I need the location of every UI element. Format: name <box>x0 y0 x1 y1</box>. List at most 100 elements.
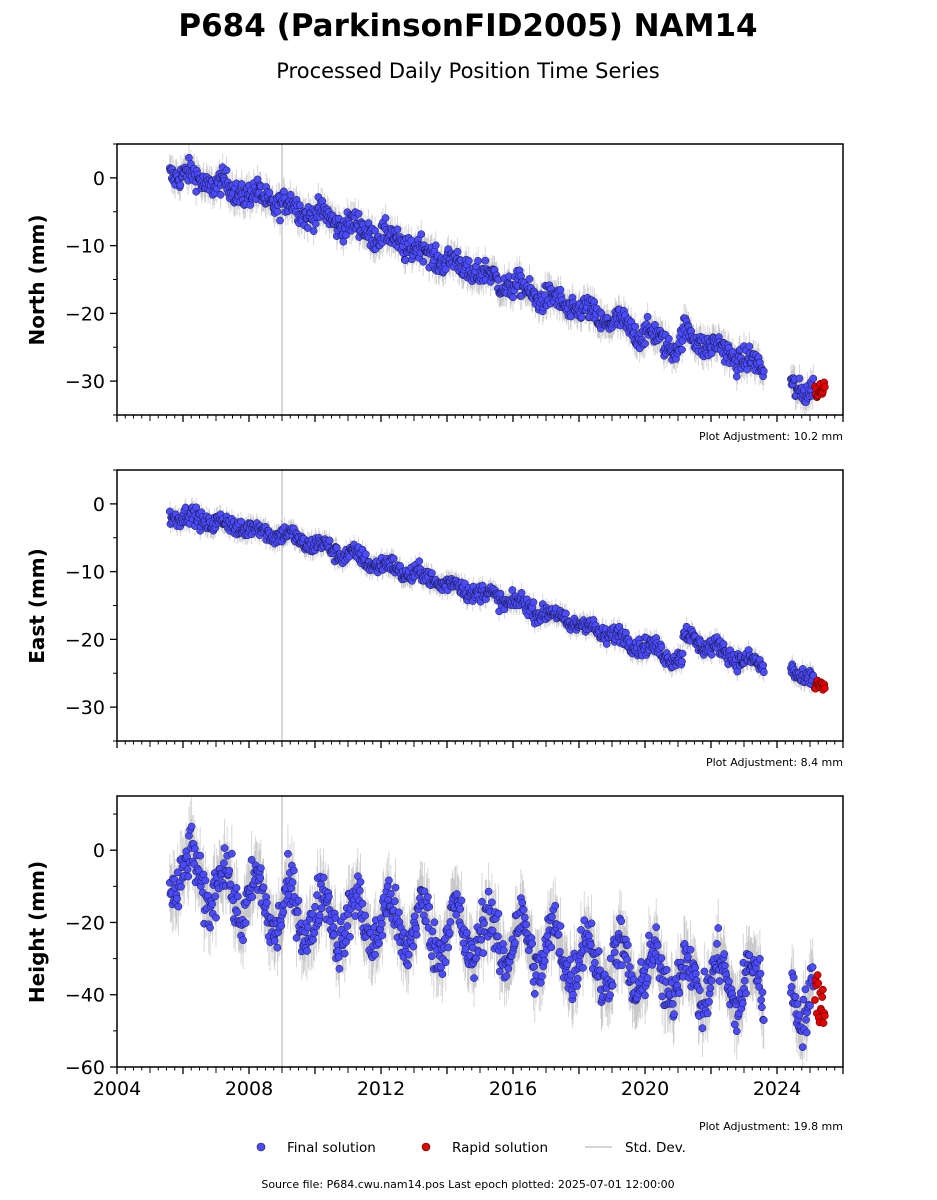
height-final-points <box>165 822 818 1051</box>
height-final-point <box>185 831 193 840</box>
north-plot-adjustment: Plot Adjustment: 10.2 mm <box>699 430 843 443</box>
height-final-point <box>191 844 199 853</box>
north-final-point <box>431 241 440 250</box>
east-y-tick-label: −10 <box>65 562 105 584</box>
east-final-point <box>517 589 526 597</box>
north-final-point <box>216 190 225 199</box>
east-final-point <box>707 650 716 659</box>
east-final-point <box>678 657 686 666</box>
north-final-point <box>401 256 410 265</box>
north-axis-label: North (mm) <box>25 214 49 345</box>
north-final-point <box>631 322 639 331</box>
east-final-point <box>657 643 666 651</box>
north-final-point <box>556 285 565 294</box>
north-final-point <box>371 226 379 235</box>
east-axis-label: East (mm) <box>25 548 49 664</box>
north-y-tick-label: −20 <box>65 303 105 325</box>
north-final-point <box>419 257 428 266</box>
north-final-point <box>273 207 282 216</box>
east-final-point <box>325 536 334 545</box>
height-final-point <box>184 872 193 881</box>
east-final-point <box>427 569 436 577</box>
north-final-point <box>276 216 284 225</box>
east-final-point <box>361 550 370 559</box>
north-y-tick-label: 0 <box>93 168 105 190</box>
height-plot-adjustment: Plot Adjustment: 19.8 mm <box>699 1120 843 1133</box>
north-final-point <box>481 256 490 265</box>
north-final-point <box>364 219 373 227</box>
east-final-point <box>561 609 570 618</box>
north-plot-area <box>165 144 829 415</box>
height-final-point <box>177 882 185 891</box>
north-final-point <box>809 374 818 383</box>
north-final-point <box>303 224 312 232</box>
north-final-point <box>295 201 304 210</box>
east-final-point <box>678 649 687 658</box>
east-final-point <box>332 543 341 552</box>
north-final-point <box>280 187 288 196</box>
north-final-point <box>453 247 462 256</box>
north-final-point <box>417 230 426 239</box>
east-final-point <box>529 598 538 607</box>
north-final-point <box>577 313 586 321</box>
height-final-point <box>187 822 196 831</box>
north-final-point <box>664 334 673 343</box>
north-final-point <box>237 180 246 188</box>
north-final-point <box>309 227 318 235</box>
north-final-point <box>641 339 649 348</box>
north-rapid-point <box>821 383 829 391</box>
north-final-point <box>759 367 768 376</box>
height-final-point <box>173 894 181 903</box>
north-final-point <box>339 237 348 246</box>
north-final-point <box>464 256 473 265</box>
height-final-point <box>183 865 192 874</box>
north-final-point <box>265 188 274 197</box>
height-final-point <box>173 868 182 877</box>
east-final-point <box>508 586 517 594</box>
east-panel: East (mm) Plot Adjustment: 8.4 mm 0 −10 −2… <box>25 469 844 769</box>
north-final-point <box>354 209 363 218</box>
height-final-point <box>201 876 210 885</box>
north-y-tick-label: −30 <box>65 371 105 393</box>
north-final-point <box>745 342 754 351</box>
east-final-point <box>759 668 768 677</box>
north-y-tick-label: −10 <box>65 236 105 258</box>
page-title: P684 (ParkinsonFID2005) NAM14 <box>178 8 757 44</box>
east-final-point <box>389 554 398 563</box>
east-final-points <box>165 503 818 689</box>
north-rapid-points <box>811 378 829 402</box>
east-final-point <box>415 557 424 566</box>
height-axis-label: Height (mm) <box>25 861 49 1003</box>
north-final-point <box>393 225 402 234</box>
height-plot-area <box>165 796 829 1067</box>
east-final-point <box>192 503 201 512</box>
east-final-point <box>237 517 245 526</box>
east-y-tick-label: −20 <box>65 629 105 651</box>
height-final-point <box>196 851 205 860</box>
east-final-point <box>719 640 728 648</box>
east-plot-adjustment: Plot Adjustment: 8.4 mm <box>706 756 843 769</box>
north-final-point <box>441 265 450 274</box>
north-final-point <box>643 312 652 321</box>
north-final-point <box>311 220 320 228</box>
north-final-point <box>474 256 482 265</box>
east-final-point <box>759 661 767 670</box>
north-final-point <box>176 181 185 190</box>
east-rapid-point <box>821 684 829 693</box>
east-y-tick-label: 0 <box>93 494 105 516</box>
north-final-point <box>381 214 390 222</box>
north-final-point <box>795 374 804 383</box>
east-final-point <box>809 671 818 680</box>
east-plot-area <box>165 470 829 741</box>
north-final-points <box>165 153 818 407</box>
north-final-point <box>743 365 752 374</box>
east-y-tick-label: −30 <box>65 697 105 719</box>
north-final-point <box>525 275 534 283</box>
east-rapid-points <box>811 676 829 694</box>
north-final-point <box>222 166 231 175</box>
height-final-point <box>174 902 183 911</box>
north-final-point <box>678 345 686 354</box>
north-panel: North (mm) Plot Adjustment: 10.2 mm 0 −10… <box>25 143 844 443</box>
north-final-point <box>286 190 295 199</box>
